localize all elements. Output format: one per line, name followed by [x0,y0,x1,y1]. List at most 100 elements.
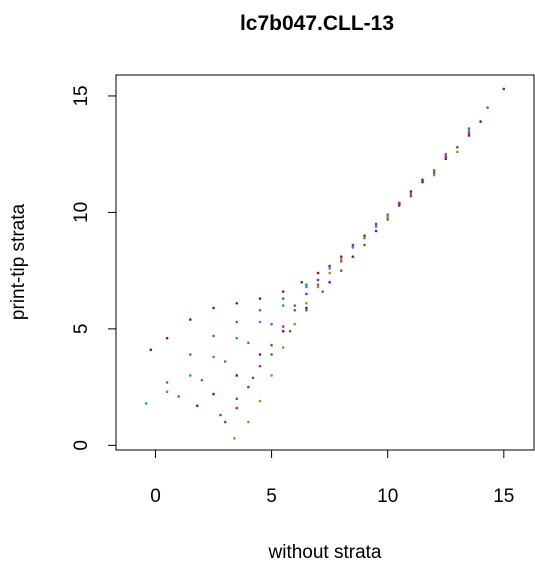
data-point [421,178,424,182]
data-point [235,406,239,410]
data-point [258,308,262,312]
data-point [219,413,222,417]
y-tick-label: 0 [71,440,92,451]
data-point [281,297,285,300]
data-point [235,374,239,377]
data-point [444,157,448,161]
data-point [456,150,459,154]
x-tick-label: 15 [493,486,514,507]
y-tick-label: 5 [71,324,92,335]
data-point [386,213,390,217]
data-point [281,329,285,333]
data-point [328,280,331,284]
data-point [165,381,169,384]
data-point [305,283,308,286]
data-point [339,260,343,263]
data-point [398,201,401,205]
data-point [235,320,239,324]
data-point [502,87,506,91]
data-point [305,292,308,296]
data-point [270,374,273,377]
chart-title: lc7b047.CLL-13 [240,12,394,35]
data-point [328,267,331,270]
data-point [467,127,471,130]
data-point [351,255,355,258]
y-axis: 0 5 10 15 [71,85,117,451]
data-point [386,215,390,219]
data-point [456,145,459,149]
data-points-group [144,87,506,440]
data-point [328,264,331,268]
data-point [409,192,413,196]
y-tick-label: 10 [71,202,92,223]
data-point [386,218,390,221]
data-point [235,397,239,401]
data-point [270,322,273,326]
data-point [444,155,448,158]
data-point [467,129,471,133]
x-axis: 0 5 10 15 [150,449,514,507]
data-point [351,246,355,249]
plot-frame [115,74,535,451]
data-point [305,306,308,310]
data-point [235,301,239,305]
data-point [177,395,180,398]
data-point [432,169,436,172]
data-point [189,318,192,321]
data-point [212,306,215,310]
data-point [363,236,366,240]
data-point [293,322,297,326]
data-point [165,336,169,340]
data-point [247,341,250,345]
data-point [195,404,199,408]
data-point [281,346,285,349]
data-point [189,353,192,356]
data-point [247,420,250,424]
data-point [258,399,262,403]
data-point [305,308,308,312]
data-point [363,243,366,247]
data-point [281,325,285,328]
data-point [409,194,413,198]
data-point [258,320,262,324]
data-point [235,336,239,340]
data-point [374,225,378,228]
data-point [351,243,355,247]
data-point [149,348,153,352]
data-point [467,131,471,135]
data-point [486,106,489,109]
data-point [270,343,273,347]
data-point [293,304,297,307]
data-point [339,257,343,261]
data-point [281,304,285,307]
data-point [316,285,320,289]
data-point [189,374,192,377]
data-point [316,283,320,286]
data-point [421,180,424,184]
data-point [321,290,324,293]
x-axis-label: without strata [268,542,382,563]
data-point [363,234,366,238]
data-point [293,308,297,312]
data-point [328,271,331,275]
data-point [212,392,215,396]
data-point [223,360,227,363]
data-point [212,355,215,359]
data-point [316,271,320,275]
x-tick-label: 10 [377,486,398,507]
data-point [223,420,227,424]
data-point [165,390,169,394]
data-point [432,173,436,177]
data-point [479,120,482,123]
x-tick-label: 0 [150,486,161,507]
data-point [233,437,236,440]
data-point [300,280,304,284]
data-point [374,229,378,233]
data-point [247,385,250,389]
data-point [281,290,285,293]
data-point [339,255,343,258]
data-point [258,353,262,356]
data-point [398,204,401,207]
data-point [432,171,436,175]
